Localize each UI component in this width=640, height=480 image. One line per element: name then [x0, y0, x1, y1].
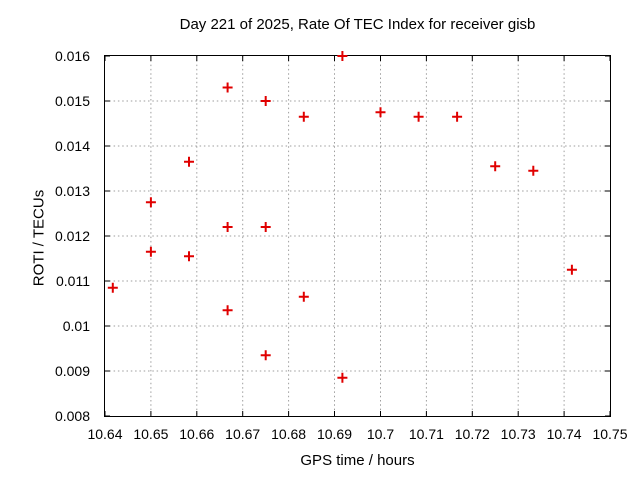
x-tick-label: 10.7	[366, 426, 395, 442]
plot-area	[104, 51, 611, 417]
y-tick-label: 0.015	[54, 93, 90, 109]
gridlines	[105, 56, 610, 416]
y-tick-label: 0.008	[54, 408, 90, 424]
x-tick-label: 10.65	[133, 426, 169, 442]
x-tick-label: 10.69	[316, 426, 353, 442]
y-tick-label: 0.009	[54, 363, 90, 379]
x-tick-label: 10.72	[454, 426, 490, 442]
y-tick-label: 0.016	[54, 48, 90, 64]
x-axis-title: GPS time / hours	[300, 452, 415, 469]
plot-canvas	[104, 51, 611, 417]
chart-title: Day 221 of 2025, Rate Of TEC Index for r…	[179, 16, 536, 33]
x-tick-label: 10.73	[500, 426, 536, 442]
x-tick-label: 10.68	[271, 426, 307, 442]
tick-marks	[104, 55, 611, 417]
x-tick-label: 10.67	[225, 426, 261, 442]
x-tick-label: 10.74	[546, 426, 582, 442]
y-tick-label: 0.01	[62, 318, 90, 334]
y-tick-label: 0.014	[54, 138, 90, 154]
x-tick-label: 10.75	[592, 426, 628, 442]
x-tick-label: 10.71	[408, 426, 444, 442]
y-tick-label: 0.012	[54, 228, 90, 244]
x-tick-label: 10.66	[179, 426, 215, 442]
x-tick-label: 10.64	[87, 426, 123, 442]
data-points	[107, 51, 577, 383]
y-tick-label: 0.011	[56, 273, 90, 289]
y-tick-label: 0.013	[54, 183, 90, 199]
